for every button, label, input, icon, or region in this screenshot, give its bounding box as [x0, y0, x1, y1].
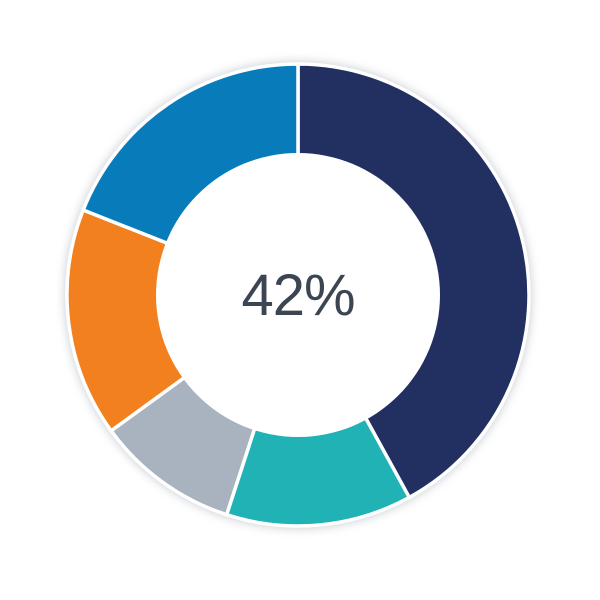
- donut-hole: [156, 153, 440, 437]
